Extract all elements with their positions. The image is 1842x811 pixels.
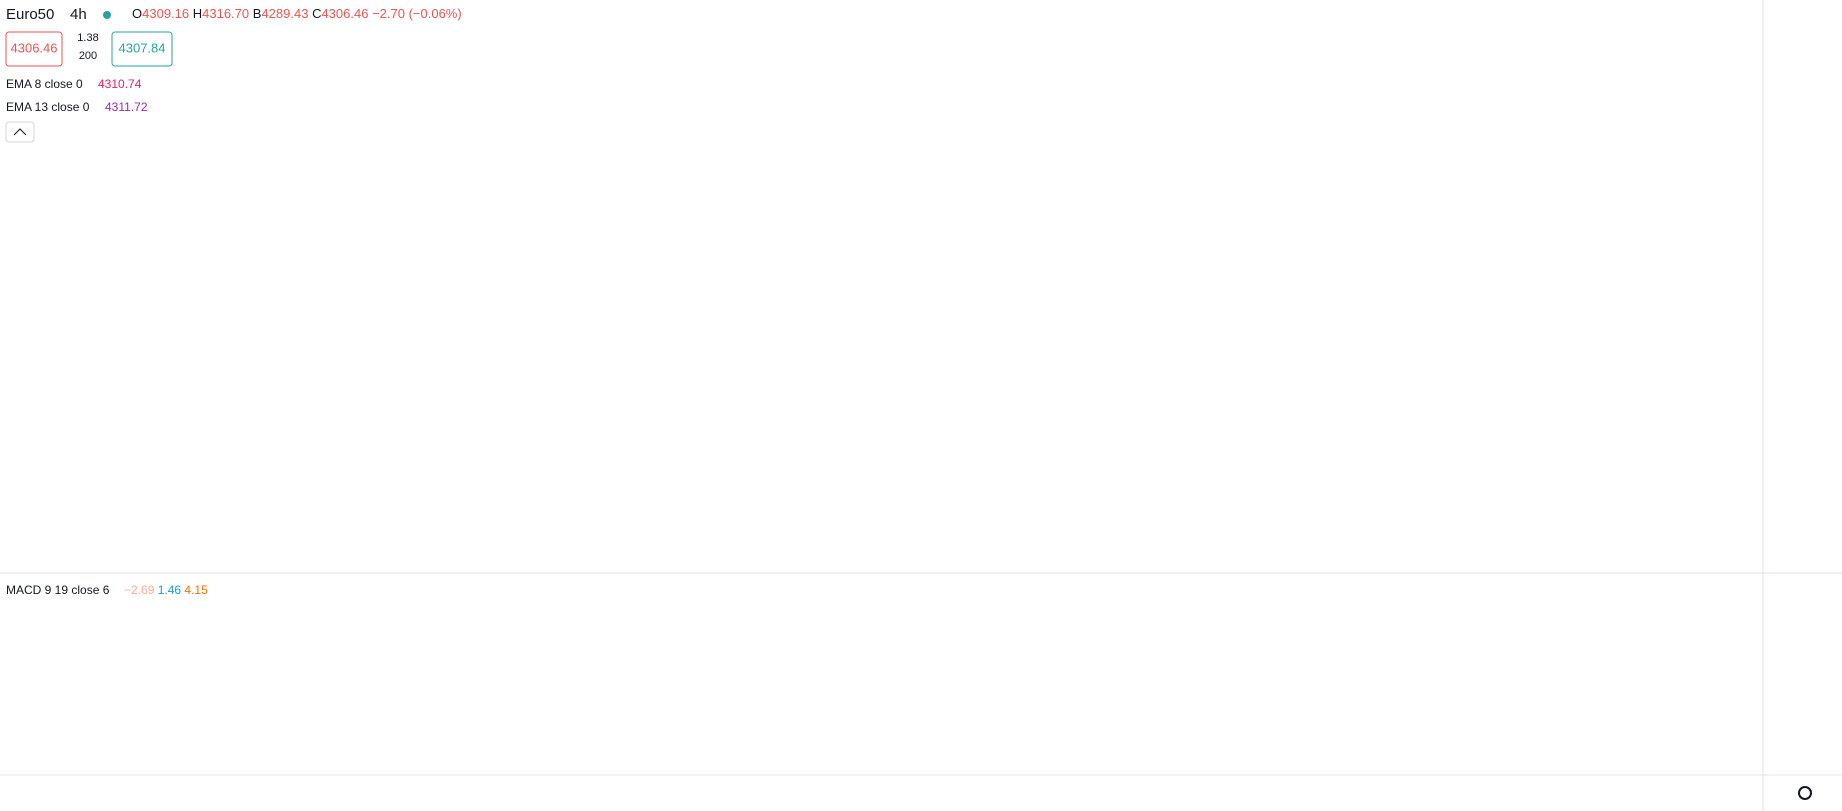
buy-price[interactable]: 4307.84	[119, 40, 166, 55]
indicator-value: 4310.74	[98, 77, 142, 91]
header: Euro50 4h O4309.16 H4316.70 B4289.43 C43…	[5, 6, 1812, 800]
macd-value: 1.46	[158, 583, 182, 597]
sell-button[interactable]	[5, 31, 63, 67]
ohlc-key: B	[253, 6, 262, 21]
ohlc-value: 4316.70	[202, 6, 249, 21]
macd-value: −2.69	[124, 583, 155, 597]
interval: 4h	[70, 6, 87, 23]
indicator-value: 4311.72	[105, 100, 148, 114]
ohlc-key: O	[132, 6, 142, 21]
ohlc-key: H	[193, 6, 202, 21]
ohlc-value: 4306.46	[321, 6, 368, 21]
macd-legend: −2.69 1.46 4.15	[124, 583, 208, 597]
ohlc-value: 4289.43	[261, 6, 308, 21]
macd-title: MACD 9 19 close 6	[6, 583, 110, 597]
quantity[interactable]: 200	[79, 50, 97, 62]
buy-button[interactable]	[111, 31, 173, 67]
symbol: Euro50	[6, 6, 54, 23]
ohlc-key: C	[312, 6, 321, 21]
ohlc-value: −2.70 (−0.06%)	[372, 6, 462, 21]
collapse-icon	[13, 128, 27, 136]
ohlc-value: 4309.16	[142, 6, 189, 21]
collapse-button[interactable]	[5, 121, 35, 143]
indicator-name: EMA 13 close 0	[6, 100, 90, 114]
ohlc: O4309.16 H4316.70 B4289.43 C4306.46 −2.7…	[132, 6, 462, 21]
spread: 1.38	[77, 32, 98, 44]
sell-price[interactable]: 4306.46	[11, 40, 58, 55]
settings-icon[interactable]	[1798, 786, 1812, 800]
status-dot	[103, 11, 111, 19]
indicator-name: EMA 8 close 0	[6, 77, 83, 91]
macd-value: 4.15	[184, 583, 208, 597]
